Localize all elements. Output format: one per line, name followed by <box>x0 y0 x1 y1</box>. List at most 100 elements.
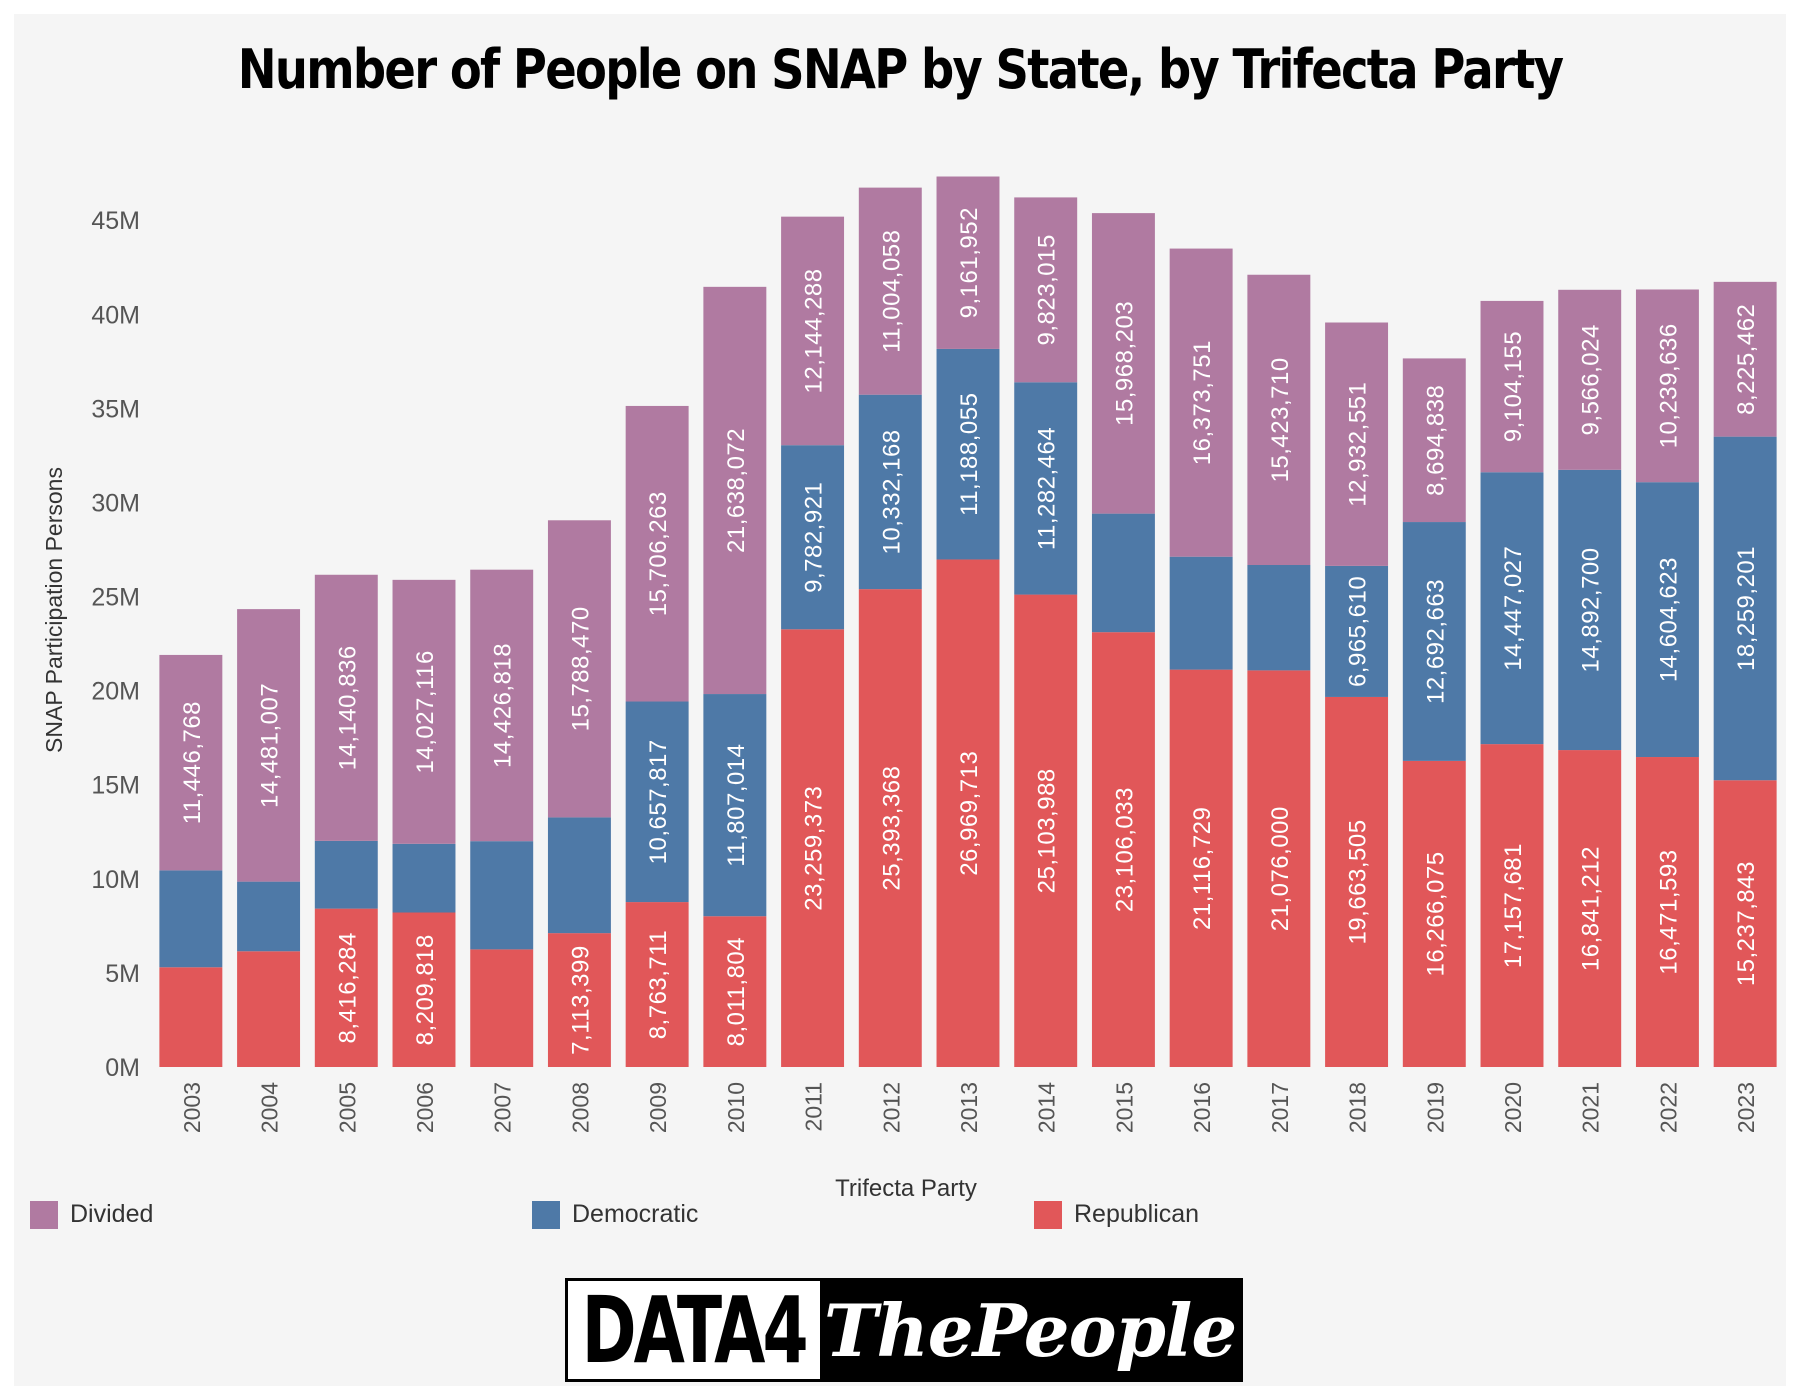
data-label: 8,209,818 <box>412 934 439 1045</box>
x-tick-label: 2006 <box>412 1082 438 1133</box>
data-label: 9,104,155 <box>1500 331 1527 442</box>
x-tick-label: 2003 <box>179 1082 205 1133</box>
bar-republican <box>1325 696 1389 1067</box>
bar-democratic <box>237 881 301 952</box>
bar-democratic <box>392 843 456 913</box>
y-tick-label: 30M <box>91 489 140 517</box>
legend-label: Republican <box>1074 1200 1200 1228</box>
bar-divided <box>1558 289 1622 470</box>
bar-republican <box>392 912 456 1067</box>
bar-republican <box>625 902 689 1067</box>
bar-republican <box>1091 632 1155 1067</box>
legend-label: Democratic <box>572 1200 699 1228</box>
x-tick-label: 2020 <box>1500 1082 1526 1133</box>
data-label: 7,113,399 <box>567 945 594 1055</box>
data-label: 11,446,768 <box>179 701 206 824</box>
data-label: 9,782,921 <box>801 482 828 593</box>
data-label: 19,663,505 <box>1345 819 1372 944</box>
data-label: 21,638,072 <box>723 428 750 553</box>
data-label: 14,027,116 <box>412 650 439 773</box>
data-label: 9,566,024 <box>1578 324 1605 435</box>
x-tick-label: 2015 <box>1111 1082 1137 1133</box>
data-label: 16,471,593 <box>1655 849 1682 974</box>
legend-swatch <box>30 1200 58 1229</box>
data-label: 14,447,027 <box>1500 546 1527 671</box>
x-tick-label: 2009 <box>645 1082 671 1133</box>
data-label: 8,225,462 <box>1733 304 1760 415</box>
bar-republican <box>237 951 301 1067</box>
bar-democratic <box>1014 382 1078 595</box>
data-label: 25,393,368 <box>878 766 905 891</box>
bar-republican <box>547 933 611 1067</box>
bar-republican <box>781 629 845 1067</box>
bar-divided <box>159 654 223 871</box>
logo-thepeople-panel: ThePeople <box>820 1281 1240 1379</box>
x-tick-label: 2012 <box>878 1082 904 1133</box>
bar-democratic <box>1402 522 1466 761</box>
legend-label: Divided <box>70 1200 154 1228</box>
legend-swatch <box>1034 1200 1062 1229</box>
x-tick-label: 2013 <box>956 1082 982 1133</box>
x-tick-label: 2008 <box>567 1082 593 1133</box>
data-label: 23,106,033 <box>1111 787 1138 912</box>
data-label: 23,259,373 <box>801 786 828 911</box>
legend-item-republican[interactable]: Republican <box>1034 1200 1199 1229</box>
logo-data4-panel: DATA4 <box>568 1281 820 1379</box>
y-axis-title: SNAP Participation Persons <box>41 467 67 753</box>
x-tick-label: 2007 <box>490 1082 516 1133</box>
data-label: 12,932,551 <box>1345 382 1372 507</box>
bar-divided <box>1247 274 1311 565</box>
bar-democratic <box>1558 469 1622 751</box>
bar-republican <box>1635 757 1699 1067</box>
bar-democratic <box>470 841 534 950</box>
legend-item-divided[interactable]: Divided <box>30 1200 153 1229</box>
bar-republican <box>1480 744 1544 1067</box>
bar-democratic <box>625 701 689 903</box>
bar-republican <box>1402 760 1466 1067</box>
data-label: 9,161,952 <box>956 207 983 318</box>
bar-democratic <box>547 817 611 934</box>
data-label: 10,332,168 <box>878 429 905 554</box>
bar-democratic <box>314 840 378 909</box>
x-axis-title: Trifecta Party <box>835 1175 977 1202</box>
bar-democratic <box>1169 556 1233 670</box>
data-label: 14,140,836 <box>334 645 361 770</box>
bar-republican <box>1169 669 1233 1067</box>
data-label: 21,116,729 <box>1189 807 1216 930</box>
data4thepeople-logo: DATA4 ThePeople <box>565 1278 1243 1382</box>
data-label: 10,657,817 <box>645 739 672 864</box>
bar-divided <box>1014 197 1078 383</box>
x-tick-label: 2011 <box>801 1082 827 1131</box>
bar-republican <box>1713 780 1777 1067</box>
bar-democratic <box>936 348 1000 560</box>
data-label: 21,076,000 <box>1267 806 1294 931</box>
y-tick-label: 15M <box>91 772 140 800</box>
data-label: 10,239,636 <box>1655 323 1682 448</box>
legend-item-democratic[interactable]: Democratic <box>532 1200 698 1229</box>
bar-democratic <box>1325 565 1389 697</box>
bar-divided <box>703 286 767 695</box>
bar-democratic <box>858 394 922 590</box>
y-tick-label: 45M <box>91 207 140 235</box>
data-label: 8,763,711 <box>645 930 672 1040</box>
bar-divided <box>470 569 534 842</box>
y-tick-label: 10M <box>91 866 140 894</box>
data-label: 15,968,203 <box>1111 301 1138 426</box>
data-label: 16,266,075 <box>1422 851 1449 976</box>
data-label: 11,188,055 <box>956 393 983 516</box>
bar-democratic <box>1091 513 1155 633</box>
bar-republican <box>159 967 223 1067</box>
legend-swatch <box>532 1200 560 1229</box>
logo-thepeople-text: ThePeople <box>823 1287 1237 1373</box>
chart-title: Number of People on SNAP by State, by Tr… <box>237 38 1564 101</box>
bar-divided <box>858 187 922 395</box>
x-tick-label: 2004 <box>257 1082 283 1133</box>
data-label: 11,282,464 <box>1034 427 1061 550</box>
bar-democratic <box>1713 436 1777 781</box>
x-tick-label: 2018 <box>1345 1082 1371 1133</box>
bar-democratic <box>1247 564 1311 671</box>
bar-democratic <box>781 445 845 630</box>
data-label: 14,604,623 <box>1655 557 1682 682</box>
bar-democratic <box>703 694 767 917</box>
